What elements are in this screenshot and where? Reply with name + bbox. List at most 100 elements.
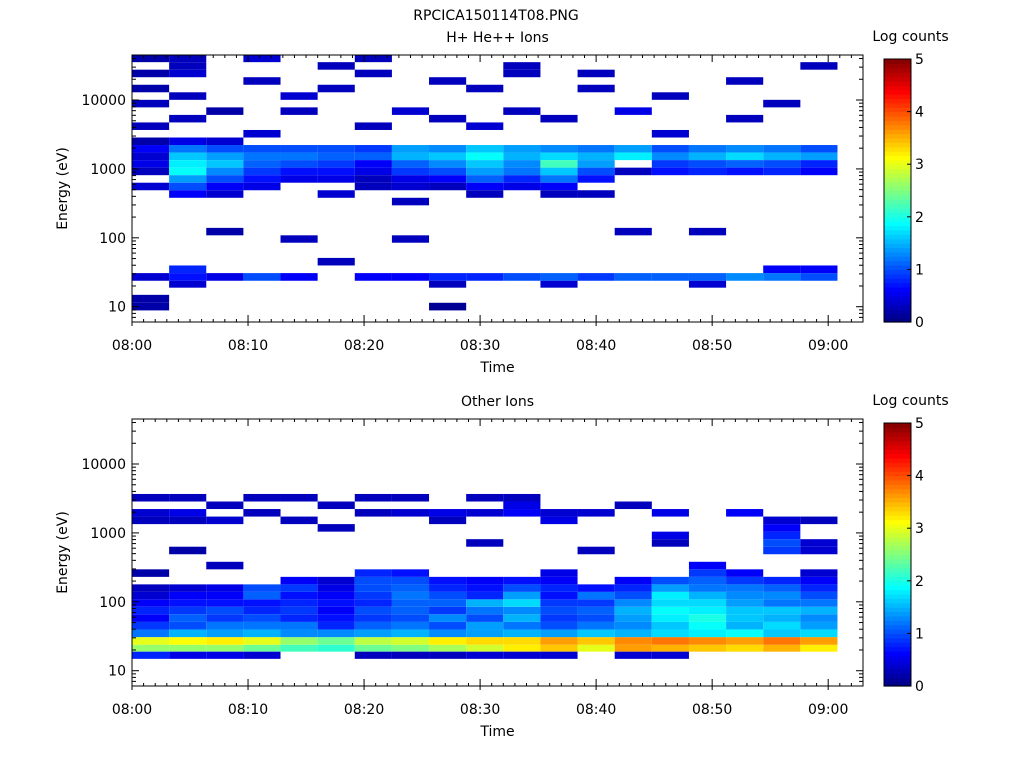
colorbar-segment [884, 194, 911, 200]
heatmap-cell [651, 129, 689, 138]
heatmap-cell [206, 621, 244, 630]
heatmap-cell [206, 160, 244, 168]
heatmap-cell [466, 539, 504, 547]
heatmap-cell [169, 167, 207, 176]
colorbar-frame [883, 58, 912, 323]
heatmap-cell [280, 591, 318, 600]
heatmap-cell [800, 152, 838, 161]
heatmap-cell [429, 621, 467, 630]
heatmap-cell [429, 516, 467, 525]
colorbar-tick-label: 4 [915, 469, 924, 485]
heatmap-cell [466, 175, 504, 183]
heatmap-cell [354, 644, 392, 652]
heatmap-cell [132, 69, 170, 78]
heatmap-cell [391, 599, 430, 607]
heatmap-cell [763, 606, 801, 615]
heatmap-cell [429, 160, 467, 168]
heatmap-cell [354, 122, 392, 130]
heatmap-cell [169, 614, 207, 622]
heatmap-cell [169, 69, 207, 78]
colorbar-segment [884, 181, 911, 187]
heatmap-cell [429, 576, 467, 585]
colorbar-segment [884, 440, 911, 446]
heatmap-cell [169, 152, 207, 161]
colorbar-tick-label: 2 [915, 210, 924, 226]
heatmap-cell [577, 591, 615, 600]
colorbar-segment [884, 221, 911, 227]
heatmap-cell [354, 175, 392, 183]
heatmap-cell [391, 107, 430, 115]
heatmap-cell [391, 569, 430, 577]
heatmap-cell [429, 606, 467, 615]
heatmap-cell [206, 591, 244, 600]
heatmap-cell [651, 599, 689, 607]
colorbar-segment [884, 177, 911, 183]
colorbar-segment [884, 107, 911, 113]
heatmap-cell [354, 651, 392, 659]
heatmap-cell [688, 160, 727, 168]
heatmap-cell [466, 606, 504, 615]
heatmap-cell [466, 509, 504, 517]
colorbar-segment [884, 466, 911, 472]
heatmap-cell [800, 591, 838, 600]
heatmap-cell [317, 637, 355, 645]
colorbar-segment [884, 142, 911, 148]
colorbar-tick-label: 3 [915, 157, 924, 173]
colorbar-tick-label: 0 [915, 315, 924, 331]
heatmap-cell [132, 167, 170, 176]
heatmap-cell [466, 122, 504, 130]
heatmap-cell [614, 651, 652, 659]
heatmap-cell [243, 637, 281, 645]
heatmap-cell [354, 576, 392, 585]
colorbar-segment [884, 659, 911, 665]
heatmap-cell [243, 273, 281, 281]
x-axis-label: Time [479, 724, 514, 740]
heatmap-cell [540, 584, 578, 592]
colorbar-segment [884, 260, 911, 266]
colorbar-segment [884, 216, 911, 222]
heatmap-cell [466, 584, 504, 592]
colorbar-segment [884, 449, 911, 455]
x-tick-label: 08:00 [112, 702, 152, 718]
heatmap-cell [688, 606, 727, 615]
heatmap-cell [429, 584, 467, 592]
heatmap-cell [466, 152, 504, 161]
colorbar-segment [884, 155, 911, 161]
heatmap-cell [317, 614, 355, 622]
heatmap-cell [503, 584, 541, 592]
heatmap-cell [206, 107, 244, 115]
heatmap-cell [651, 92, 689, 100]
colorbar-segment [884, 655, 911, 661]
colorbar-segment [884, 243, 911, 249]
heatmap-cell [614, 501, 652, 510]
heatmap-cell [688, 614, 727, 622]
heatmap-cell [800, 621, 838, 630]
heatmap-cell [688, 227, 727, 236]
x-tick-label: 08:50 [692, 338, 732, 354]
heatmap-cell [800, 644, 838, 652]
heatmap-cell [354, 167, 392, 176]
colorbar-segment [884, 558, 911, 564]
colorbar-segment [884, 76, 911, 82]
x-tick-label: 08:40 [576, 338, 616, 354]
heatmap-cell [763, 584, 801, 592]
colorbar-segment [884, 282, 911, 288]
heatmap-cell [169, 599, 207, 607]
heatmap-cell [169, 509, 207, 517]
heatmap-cell [614, 152, 652, 161]
x-tick-label: 08:50 [692, 702, 732, 718]
heatmap-cell [243, 77, 281, 85]
colorbar-segment [884, 510, 911, 516]
colorbar-segment [884, 278, 911, 284]
colorbar-segment [884, 572, 911, 578]
heatmap-cell [577, 69, 615, 78]
heatmap-cell [280, 637, 318, 645]
heatmap-cell [169, 145, 207, 153]
heatmap-cell [726, 145, 764, 153]
colorbar-segment [884, 72, 911, 78]
heatmap-cell [132, 294, 170, 303]
heatmap-cell [317, 524, 355, 532]
heatmap-cell [726, 599, 764, 607]
heatmap-cell [688, 599, 727, 607]
colorbar-segment [884, 85, 911, 91]
